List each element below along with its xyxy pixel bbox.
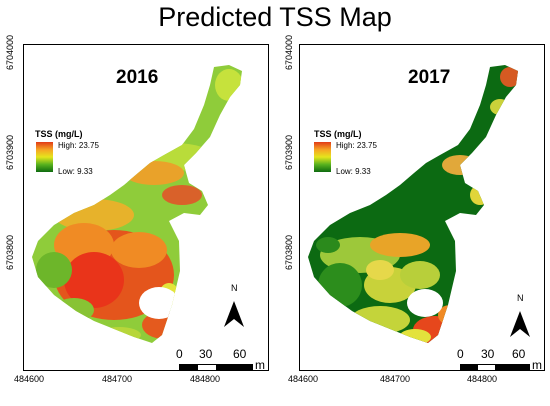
y-tick-label: 6703900 (5, 134, 15, 170)
scale-bar (460, 364, 530, 370)
x-tick-label: 484600 (14, 374, 45, 384)
x-tick-label: 484700 (380, 374, 411, 384)
y-tick-label: 6703800 (284, 234, 294, 270)
legend-low-label: Low: 9.33 (336, 167, 371, 176)
legend-color-ramp (36, 142, 53, 172)
year-label: 2017 (408, 67, 451, 88)
north-arrow-icon (224, 301, 244, 327)
legend-title: TSS (mg/L) (35, 129, 83, 139)
scale-label-30: 30 (481, 347, 495, 361)
y-tick-label: 6704000 (5, 34, 15, 70)
scale-unit: m (255, 358, 265, 371)
y-tick-label: 6703800 (5, 234, 15, 270)
map-panel-2017: 2017 TSS (mg/L) High: 23.75 Low: 9.33 N … (299, 44, 545, 371)
x-tick-label: 484700 (102, 374, 133, 384)
legend-high-label: High: 23.75 (58, 141, 99, 150)
tss-map-2017 (308, 65, 518, 343)
north-arrow-icon (510, 311, 530, 337)
map-panel-2016: 2016 TSS (mg/L) High: 23.75 Low: 9.33 N … (23, 44, 269, 371)
legend-low-label: Low: 9.33 (58, 167, 93, 176)
figure-title: Predicted TSS Map (158, 2, 392, 32)
north-label: N (517, 293, 524, 303)
y-tick-label: 6704000 (284, 34, 294, 70)
y-tick-label: 6703900 (284, 134, 294, 170)
tss-map-2016 (32, 65, 242, 343)
scale-unit: m (532, 358, 542, 371)
legend-color-ramp (314, 142, 331, 172)
scale-bar (179, 364, 253, 370)
scale-label-60: 60 (233, 347, 247, 361)
scale-label-0: 0 (457, 347, 464, 361)
legend-title: TSS (mg/L) (314, 129, 362, 139)
x-tick-label: 484600 (288, 374, 319, 384)
legend-high-label: High: 23.75 (336, 141, 377, 150)
scale-label-0: 0 (176, 347, 183, 361)
x-tick-label: 484800 (467, 374, 498, 384)
north-label: N (231, 283, 238, 293)
year-label: 2016 (116, 67, 159, 88)
x-tick-label: 484800 (190, 374, 221, 384)
scale-label-30: 30 (199, 347, 213, 361)
scale-label-60: 60 (512, 347, 526, 361)
